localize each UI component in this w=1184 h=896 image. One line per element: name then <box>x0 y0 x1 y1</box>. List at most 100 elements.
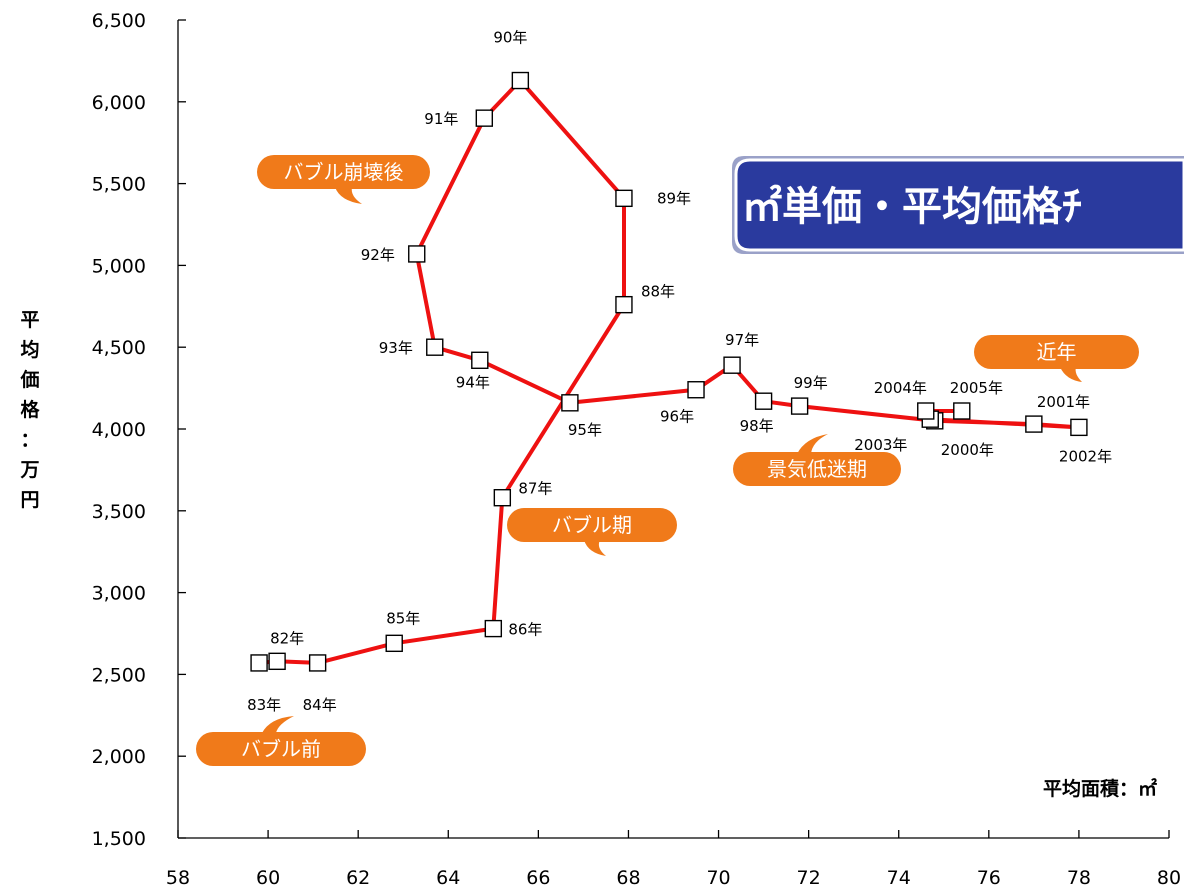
y-tick-label: 5,500 <box>92 174 146 196</box>
y-tick-label: 1,500 <box>92 828 146 850</box>
point-label: 89年 <box>657 189 691 207</box>
x-tick-label: 80 <box>1157 867 1181 889</box>
data-point-marker <box>615 295 633 314</box>
data-point-marker <box>953 402 971 420</box>
x-tick-label: 66 <box>526 867 550 889</box>
point-labels: 82年 85年 86年 87年 88年 89年 90年 91年 92年 93年 94年 95年 96年 9… <box>247 29 1112 714</box>
callout-tail <box>1060 367 1082 382</box>
data-point-marker <box>493 489 512 507</box>
data-point-marker <box>308 654 327 672</box>
x-tick-label: 72 <box>797 867 821 889</box>
point-label: 88年 <box>641 283 675 301</box>
callout-label: バブル期 <box>552 513 632 537</box>
x-tick-label: 76 <box>977 867 1001 889</box>
y-axis-title-char: 均 <box>20 338 39 361</box>
data-point-marker <box>385 634 403 653</box>
x-tick-label: 58 <box>166 867 190 889</box>
y-tick-label: 6,500 <box>92 10 146 32</box>
x-axis-ticks: 58 60 62 64 66 68 70 72 74 76 78 80 <box>166 830 1181 889</box>
x-tick-label: 64 <box>436 867 460 889</box>
chart-title: ㎡単価・平均価格ﾁ <box>742 184 1082 230</box>
y-axis-title-char: 価 <box>19 369 39 391</box>
point-label: 93年 <box>379 339 413 357</box>
data-point-marker <box>917 402 935 420</box>
point-label: 94年 <box>456 373 490 391</box>
data-point-marker <box>250 654 268 672</box>
point-label: 97年 <box>725 331 759 349</box>
point-label: 2004年 <box>874 379 927 397</box>
data-point-marker <box>475 109 494 127</box>
y-tick-label: 2,000 <box>92 746 146 768</box>
axes <box>177 20 1169 839</box>
point-label: 86年 <box>508 621 542 639</box>
x-tick-label: 74 <box>887 867 911 889</box>
callout-label: バブル前 <box>241 737 321 761</box>
callout-box <box>733 452 901 486</box>
data-point-marker <box>426 338 444 356</box>
title-banner: ㎡単価・平均価格ﾁ <box>724 150 1184 260</box>
banner-box <box>734 158 1184 252</box>
point-label: 2005年 <box>950 379 1003 397</box>
data-point-marker <box>471 351 489 369</box>
data-point-marker <box>484 619 503 638</box>
callout-box <box>507 508 677 542</box>
y-tick-label: 5,000 <box>92 255 146 277</box>
point-label: 2000年 <box>941 441 994 459</box>
point-label: 98年 <box>740 417 774 435</box>
y-tick-label: 3,000 <box>92 583 146 605</box>
point-label: 87年 <box>518 480 552 498</box>
callout-tail <box>335 187 362 204</box>
point-label: 84年 <box>303 696 337 714</box>
point-label: 99年 <box>794 374 828 392</box>
callout-box <box>257 155 430 189</box>
callout-box <box>974 335 1139 369</box>
point-label: 83年 <box>247 696 281 714</box>
y-axis-title-char: 格 <box>20 398 40 421</box>
x-tick-label: 68 <box>616 867 640 889</box>
data-point-marker <box>790 397 809 415</box>
point-label: 90年 <box>493 29 527 47</box>
point-label: 82年 <box>270 629 304 647</box>
callout-tail <box>262 716 294 733</box>
data-point-marker <box>1025 415 1043 433</box>
point-label: 85年 <box>386 609 420 627</box>
data-point-marker <box>1070 418 1088 437</box>
data-point-marker <box>754 392 773 410</box>
y-tick-label: 6,000 <box>92 92 146 114</box>
point-label: 91年 <box>424 110 458 128</box>
callout-label: バブル崩壊後 <box>284 160 404 184</box>
point-label: 96年 <box>660 408 694 426</box>
x-tick-label: 78 <box>1067 867 1091 889</box>
callout-label: 近年 <box>1037 340 1077 364</box>
point-label: 2003年 <box>854 436 907 454</box>
y-axis-title-char: 万 <box>19 459 39 481</box>
x-tick-label: 70 <box>706 867 730 889</box>
point-label: 92年 <box>361 246 395 264</box>
x-axis-title: 平均面積：㎡ <box>1043 777 1157 800</box>
data-point-marker <box>268 652 286 671</box>
x-tick-label: 62 <box>346 867 370 889</box>
callout-tail <box>797 434 828 454</box>
data-markers <box>250 71 1088 672</box>
data-point-marker <box>687 381 705 399</box>
y-axis-title-char: 平 <box>20 309 39 331</box>
y-tick-label: 3,500 <box>92 501 146 523</box>
data-point-marker <box>408 245 426 263</box>
point-label: 2002年 <box>1059 447 1112 465</box>
x-tick-label: 60 <box>256 867 280 889</box>
y-axis-title-char: ： <box>20 429 39 451</box>
y-tick-label: 4,500 <box>92 337 146 359</box>
data-point-marker <box>615 189 633 208</box>
callout-tail <box>584 540 606 556</box>
y-tick-label: 2,500 <box>92 664 146 686</box>
callout-label: 景気低迷期 <box>767 457 867 481</box>
data-point-marker <box>511 71 530 90</box>
y-axis-title-char: 円 <box>20 489 39 511</box>
data-point-marker <box>723 356 741 374</box>
data-point-marker <box>561 394 579 412</box>
callout-box <box>196 732 366 766</box>
point-label: 2001年 <box>1037 393 1090 411</box>
point-label: 95年 <box>568 421 602 439</box>
